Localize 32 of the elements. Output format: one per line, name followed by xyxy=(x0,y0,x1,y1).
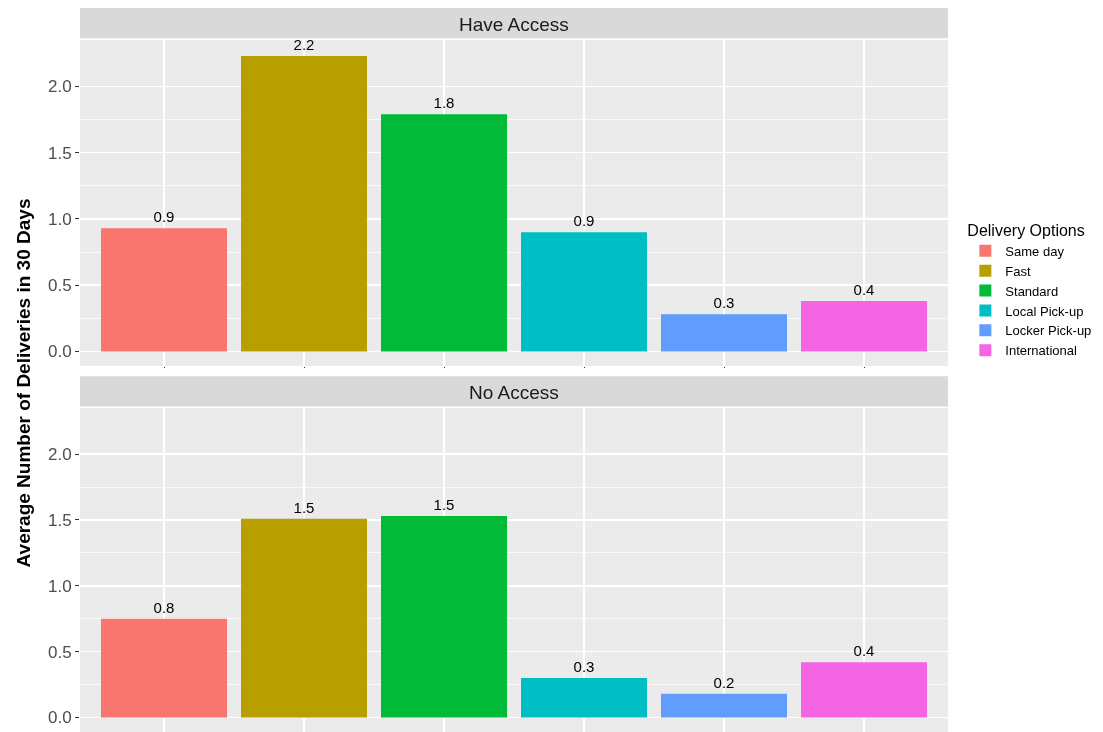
y-tick-label: 0.5 xyxy=(47,276,72,296)
y-tick-label: 0.5 xyxy=(47,642,72,662)
y-tick-label: 2.0 xyxy=(47,77,72,97)
y-axis-title: Average Number of Deliveries in 30 Days xyxy=(13,198,35,568)
chart-title: No Access xyxy=(469,382,559,403)
data-label: 0.9 xyxy=(153,208,175,226)
legend-label: Same day xyxy=(1005,243,1065,259)
y-tick-label: 1.0 xyxy=(47,209,72,229)
data-label: 0.4 xyxy=(853,642,875,660)
legend-label: International xyxy=(1005,343,1078,359)
y-tick-label: 0.0 xyxy=(47,708,72,728)
data-label: 0.3 xyxy=(713,294,735,312)
chart-title: Have Access xyxy=(459,14,569,35)
data-label: 0.9 xyxy=(573,212,595,230)
data-label: 2.2 xyxy=(293,35,315,53)
y-tick-label: 1.5 xyxy=(47,143,72,163)
data-label: 0.2 xyxy=(713,673,735,691)
y-tick-label: 1.0 xyxy=(47,576,72,596)
data-label: 0.3 xyxy=(573,658,595,675)
data-label: 1.5 xyxy=(293,498,315,516)
legend-label: Standard xyxy=(1005,283,1059,299)
legend-title: Delivery Options xyxy=(967,221,1085,239)
y-tick-label: 0.0 xyxy=(47,342,72,362)
y-tick-label: 2.0 xyxy=(47,445,72,465)
data-label: 0.8 xyxy=(153,598,175,616)
legend-label: Fast xyxy=(1005,263,1032,279)
data-label: 0.4 xyxy=(853,281,875,299)
legend-label: Local Pick-up xyxy=(1005,303,1084,319)
y-tick-label: 1.5 xyxy=(47,510,72,530)
data-label: 1.5 xyxy=(433,496,455,513)
data-label: 1.8 xyxy=(433,94,455,112)
legend-label: Locker Pick-up xyxy=(1005,323,1092,339)
